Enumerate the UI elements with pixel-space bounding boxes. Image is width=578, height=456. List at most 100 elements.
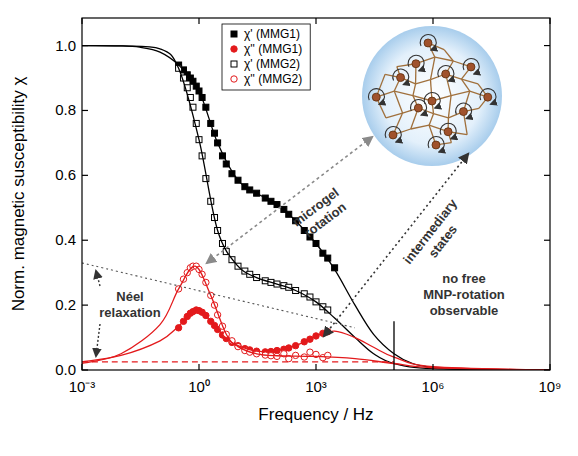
annotation-text: intermediary bbox=[400, 195, 460, 266]
annotation-text: Néel bbox=[116, 289, 143, 304]
y-tick bbox=[82, 240, 88, 241]
series-line bbox=[82, 46, 550, 370]
annotation: intermediarystates bbox=[400, 195, 473, 276]
nanoparticle bbox=[424, 39, 432, 47]
x-axis-title: Frequency / Hz bbox=[258, 405, 373, 424]
legend-label: χ'' (MMG1) bbox=[244, 42, 302, 56]
x-tick bbox=[81, 364, 82, 370]
y-tick-label: 0.4 bbox=[55, 231, 76, 248]
nanoparticle bbox=[432, 141, 440, 149]
rotation-arrow bbox=[428, 136, 444, 151]
rotation-arrow bbox=[456, 103, 472, 118]
y-tick-right bbox=[544, 369, 550, 370]
legend-marker bbox=[231, 76, 237, 82]
nanoparticle bbox=[484, 93, 492, 101]
plot-frame bbox=[82, 18, 550, 370]
legend: χ' (MMG1)χ'' (MMG1)χ' (MMG2)χ'' (MMG2) bbox=[222, 24, 310, 90]
annotation-text: states bbox=[425, 222, 460, 261]
x-tick-label: 10⁹ bbox=[538, 378, 561, 395]
y-tick-label: 0.0 bbox=[55, 361, 76, 378]
y-tick-label: 0.6 bbox=[55, 166, 76, 183]
plot-data bbox=[82, 46, 550, 370]
x-tick-label: 10³ bbox=[305, 378, 327, 395]
nanoparticle bbox=[389, 131, 397, 139]
microgel-illustration bbox=[362, 26, 502, 166]
y-tick-right bbox=[544, 110, 550, 111]
data-point bbox=[301, 354, 307, 360]
legend-label: χ' (MMG1) bbox=[244, 27, 300, 41]
y-tick-label: 0.2 bbox=[55, 296, 76, 313]
x-tick bbox=[198, 364, 199, 370]
x-tick-label: 10⁻³ bbox=[69, 378, 96, 395]
nanoparticle bbox=[442, 70, 450, 78]
annotation: microgelrotation bbox=[289, 185, 351, 242]
nanoparticle bbox=[397, 74, 405, 82]
nanoparticle bbox=[414, 104, 422, 112]
polymer-strand bbox=[411, 125, 429, 129]
legend-marker bbox=[231, 46, 237, 52]
x-tick-top bbox=[81, 18, 82, 24]
y-tick-right bbox=[544, 175, 550, 176]
polymer-strand bbox=[461, 79, 469, 91]
chart: 10⁻³ 10⁰ 10³ 10⁶ 10⁹ 0.0 0.2 0.4 0.6 0.8 1.0 Freque… bbox=[0, 0, 578, 456]
rotation-arrow bbox=[385, 126, 401, 141]
y-tick bbox=[82, 175, 88, 176]
x-tick-label: 10⁰ bbox=[188, 378, 210, 395]
x-tick bbox=[549, 364, 550, 370]
legend-box bbox=[222, 24, 310, 90]
y-tick bbox=[82, 45, 88, 46]
rotation-arrow bbox=[480, 89, 496, 104]
annotation-text: relaxation bbox=[99, 305, 160, 320]
annotation-text: no free bbox=[442, 271, 485, 286]
nanoparticle bbox=[412, 60, 420, 68]
polymer-strand bbox=[394, 91, 402, 113]
polymer-strand bbox=[448, 96, 451, 118]
legend-label: χ' (MMG2) bbox=[244, 57, 300, 71]
rotation-arrow bbox=[440, 123, 456, 138]
nanoparticle bbox=[444, 128, 452, 136]
legend-marker bbox=[231, 61, 237, 67]
x-tick-top bbox=[432, 18, 433, 24]
polymer-strand bbox=[413, 84, 416, 96]
x-tick-top bbox=[315, 18, 316, 24]
y-tick-right bbox=[544, 45, 550, 46]
y-tick-label: 0.8 bbox=[55, 101, 76, 118]
polymer-strand bbox=[430, 57, 434, 80]
annotation: Néelrelaxation bbox=[99, 289, 160, 320]
polymer-strand bbox=[434, 114, 449, 118]
rotation-arrow bbox=[463, 58, 479, 73]
nanoparticle bbox=[372, 93, 380, 101]
series-line bbox=[82, 361, 394, 362]
x-tick bbox=[432, 364, 433, 370]
nanoparticle bbox=[467, 63, 475, 71]
series-line bbox=[82, 46, 550, 370]
polymer-strand bbox=[394, 91, 413, 96]
rotation-arrow bbox=[420, 34, 436, 49]
rotation-arrow bbox=[368, 89, 384, 104]
nanoparticle bbox=[428, 97, 436, 105]
data-point bbox=[307, 349, 313, 355]
nanoparticle bbox=[459, 108, 467, 116]
series-line bbox=[82, 263, 355, 328]
microgel-glow bbox=[362, 26, 502, 166]
rotation-arrow bbox=[408, 55, 424, 70]
data-point bbox=[325, 352, 331, 358]
annotation-text: MNP-rotation bbox=[423, 287, 505, 302]
y-axis-title: Norm. magnetic susceptibility χ bbox=[9, 77, 28, 312]
legend-label: χ'' (MMG2) bbox=[244, 72, 302, 86]
rotation-arrow bbox=[438, 66, 454, 81]
rotation-arrow bbox=[424, 93, 440, 108]
polymer-strand bbox=[451, 91, 470, 96]
annotation: no freeMNP-rotationobservable bbox=[423, 271, 505, 318]
x-tick-top bbox=[198, 18, 199, 24]
x-tick bbox=[315, 364, 316, 370]
y-tick bbox=[82, 369, 88, 370]
neel-arrow-down bbox=[96, 324, 100, 356]
series-line bbox=[393, 321, 394, 370]
polymer-strand bbox=[429, 114, 433, 125]
x-tick-label: 10⁶ bbox=[422, 378, 445, 395]
y-tick-right bbox=[544, 240, 550, 241]
y-tick bbox=[82, 305, 88, 306]
y-tick-label: 1.0 bbox=[55, 37, 76, 54]
microgel-arrow bbox=[207, 137, 372, 263]
